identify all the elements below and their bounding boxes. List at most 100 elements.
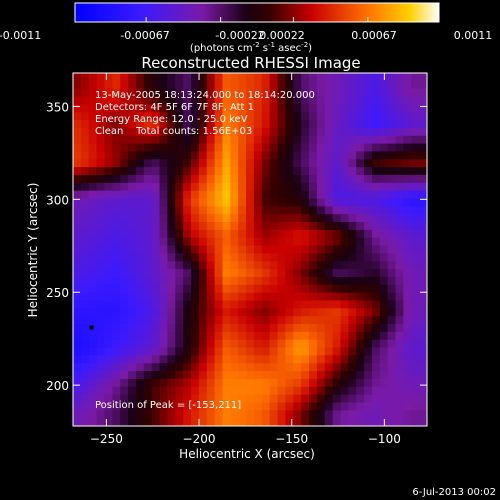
heatmap-cell [159,96,168,105]
heatmap-cell [387,410,397,419]
heatmap-cell [285,159,294,168]
heatmap-cell [261,190,271,200]
heatmap-cell [371,269,381,278]
heatmap-cell [112,135,121,145]
heatmap-cell [348,88,357,98]
heatmap-cell [167,410,176,419]
heatmap-cell [143,308,153,317]
heatmap-cell [316,339,326,349]
heatmap-cell [246,112,255,121]
heatmap-cell [332,80,342,90]
heatmap-cell [191,269,200,278]
heatmap-cell [214,167,224,176]
heatmap-cell [309,253,318,262]
heatmap-cell [348,120,357,129]
heatmap-cell [356,418,365,426]
heatmap-cell [285,245,294,255]
heatmap-cell [167,182,176,192]
heatmap-cell [309,276,318,286]
heatmap-cell [104,292,113,302]
heatmap-cell [80,222,90,231]
heatmap-cell [143,402,153,411]
heatmap-cell [175,292,184,302]
heatmap-cell [214,378,224,388]
heatmap-cell [309,261,318,270]
heatmap-cell [403,104,412,113]
heatmap-cell [379,112,389,121]
heatmap-cell [316,331,326,341]
heatmap-cell [419,222,427,231]
heatmap-cell [253,324,263,333]
heatmap-cell [293,410,302,419]
heatmap-cell [332,167,342,176]
heatmap-cell [128,120,137,129]
heatmap-cell [191,88,200,98]
heatmap-cell [151,402,161,411]
heatmap-cell [371,386,381,396]
heatmap-cell [332,402,342,411]
heatmap-cell [340,167,349,176]
heatmap-cell [80,96,90,105]
heatmap-cell [395,292,404,302]
heatmap-cell [191,316,200,325]
heatmap-cell [253,80,263,90]
heatmap-cell [143,190,153,200]
heatmap-cell [371,378,381,388]
heatmap-cell [316,88,326,98]
heatmap-cell [309,229,318,239]
heatmap-cell [167,378,176,388]
heatmap-cell [419,73,427,82]
heatmap-cell [112,73,121,82]
heatmap-cell [80,308,90,317]
x-tick-label: −100 [368,432,401,446]
heatmap-cell [143,206,153,215]
heatmap-cell [316,245,326,255]
heatmap-cell [120,371,129,380]
heatmap-cell [112,190,121,200]
heatmap-cell [175,80,184,90]
heatmap-cell [324,222,334,231]
heatmap-cell [371,237,381,247]
heatmap-cell [159,292,168,302]
heatmap-cell [316,73,326,82]
heatmap-cell [387,378,397,388]
heatmap-cell [285,229,294,239]
heatmap-cell [261,151,271,160]
heatmap-cell [175,182,184,192]
heatmap-cell [269,135,279,145]
heatmap-cell [395,96,404,105]
heatmap-cell [340,371,349,380]
heatmap-cell [316,394,326,404]
heatmap-cell [167,80,176,90]
heatmap-cell [419,410,427,419]
heatmap-cell [379,222,389,231]
heatmap-cell [301,237,310,247]
heatmap-cell [206,402,216,411]
heatmap-cell [332,198,342,207]
heatmap-cell [214,222,224,231]
heatmap-cell [301,394,310,404]
heatmap-cell [167,253,176,262]
heatmap-cell [191,174,200,184]
heatmap-cell [230,418,239,426]
heatmap-cell [214,386,224,396]
heatmap-cell [253,222,263,231]
heatmap-cell [253,151,263,160]
heatmap-cell [135,237,145,247]
heatmap-cell [167,402,176,411]
heatmap-cell [293,284,302,294]
heatmap-cell [206,316,216,325]
heatmap-cell [73,324,82,333]
heatmap-cell [246,127,255,137]
heatmap-cell [88,127,98,137]
heatmap-cell [253,229,263,239]
heatmap-cell [411,284,420,294]
heatmap-cell [356,167,365,176]
heatmap-cell [167,269,176,278]
heatmap-cell [316,378,326,388]
heatmap-cell [387,253,397,262]
heatmap-cell [112,167,121,176]
heatmap-cell [198,245,208,255]
heatmap-cell [269,284,279,294]
heatmap-cell [324,245,334,255]
